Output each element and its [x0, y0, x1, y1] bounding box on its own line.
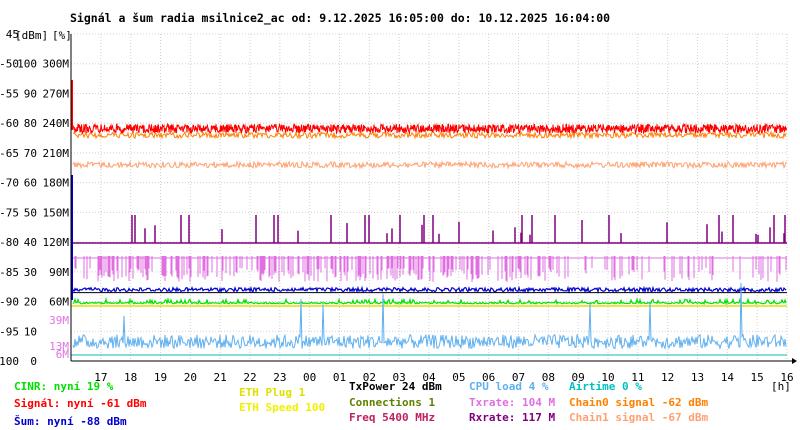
y-tick-dbm: -75: [0, 206, 19, 219]
y-tick-percent: 50: [24, 206, 37, 219]
x-tick-label: 14: [721, 371, 735, 384]
y-tick-dbm: -95: [0, 325, 19, 338]
y-tick-rate: 270M: [43, 87, 70, 100]
legend-connections: Connections 1: [349, 396, 436, 409]
y-tick-percent: 10: [24, 325, 37, 338]
legend-cpu-load: CPU load 4 %: [469, 380, 549, 393]
legend-eth-speed: ETH Speed 100: [239, 401, 326, 414]
legend-freq: Freq 5400 MHz: [349, 411, 436, 424]
x-tick-label: 18: [124, 371, 137, 384]
y-tick-rate: 120M: [43, 236, 70, 249]
x-tick-label: 21: [214, 371, 227, 384]
y-tick-percent: 80: [24, 117, 37, 130]
y-tick-dbm: -100: [0, 355, 19, 368]
x-tick-label: 02: [363, 371, 376, 384]
y-tick-dbm: -85: [0, 266, 19, 279]
x-tick-label: 08: [542, 371, 555, 384]
series-signal: [72, 122, 787, 135]
y-tick-rate: 180M: [43, 177, 70, 190]
series-chain1: [72, 159, 787, 170]
legend-chain0: Chain0 signal -62 dBm: [569, 396, 709, 409]
legend-chain1: Chain1 signal -67 dBm: [569, 411, 709, 424]
y-axis-label-percent: [%]: [52, 29, 72, 42]
x-tick-label: 23: [273, 371, 286, 384]
x-tick-label: 09: [572, 371, 585, 384]
y-tick-rate: 60M: [49, 296, 69, 309]
y-tick-dbm: -80: [0, 236, 19, 249]
x-tick-label: 10: [601, 371, 614, 384]
y-tick-dbm: -65: [0, 147, 19, 160]
legend-cinr: CINR: nyní 19 %: [14, 380, 114, 393]
y-tick-rate: 240M: [43, 117, 70, 130]
legend-rxrate: Rxrate: 117 M: [469, 411, 556, 424]
y-tick-dbm: 45: [6, 28, 19, 41]
chart-title: Signál a šum radia msilnice2_ac od: 9.12…: [70, 11, 611, 25]
x-axis-unit: [h]: [771, 380, 791, 393]
x-tick-label: 12: [661, 371, 674, 384]
x-tick-label: 11: [631, 371, 644, 384]
y-tick-rate: 39M: [49, 314, 69, 327]
y-tick-rate: 150M: [43, 206, 70, 219]
y-tick-rate: 210M: [43, 147, 70, 160]
y-tick-dbm: -55: [0, 87, 19, 100]
y-tick-dbm: -90: [0, 296, 19, 309]
x-tick-label: 07: [512, 371, 525, 384]
series-noise: [72, 285, 787, 294]
legend-airtime: Airtime 0 %: [569, 380, 642, 393]
x-tick-label: 01: [333, 371, 346, 384]
x-tick-label: 05: [452, 371, 465, 384]
series-chain0: [72, 130, 787, 140]
series-cinr: [72, 296, 787, 306]
y-tick-rate: 90M: [49, 266, 69, 279]
x-tick-label: 00: [303, 371, 316, 384]
legend-txrate: Txrate: 104 M: [469, 396, 556, 409]
y-tick-rate: 6M: [56, 348, 70, 361]
x-tick-label: 19: [154, 371, 167, 384]
y-tick-percent: 100: [17, 58, 37, 71]
y-tick-dbm: -70: [0, 177, 19, 190]
y-tick-rate: 300M: [43, 58, 70, 71]
x-tick-label: 20: [184, 371, 197, 384]
y-tick-percent: 90: [24, 87, 37, 100]
legend-txpower: TxPower 24 dBm: [349, 380, 442, 393]
legend-noise: Šum: nyní -88 dBm: [14, 415, 127, 428]
y-tick-percent: 30: [24, 266, 37, 279]
y-tick-percent: 0: [30, 355, 37, 368]
legend-signal: Signál: nyní -61 dBm: [14, 397, 147, 410]
legend-eth-plug: ETH Plug 1: [239, 386, 306, 399]
x-tick-label: 04: [422, 371, 436, 384]
y-tick-dbm: -50: [0, 58, 19, 71]
x-tick-label: 13: [691, 371, 704, 384]
y-tick-percent: 40: [24, 236, 37, 249]
x-axis-arrow: [792, 358, 797, 364]
x-tick-label: 16: [780, 371, 793, 384]
x-tick-label: 15: [751, 371, 764, 384]
y-tick-percent: 70: [24, 147, 37, 160]
x-tick-label: 06: [482, 371, 495, 384]
x-tick-label: 03: [393, 371, 406, 384]
y-tick-rate: 13M: [49, 340, 69, 353]
y-tick-percent: 20: [24, 296, 37, 309]
series-cpu: [72, 282, 787, 351]
y-axis-label-dbm: [dBm]: [15, 29, 48, 42]
x-tick-label: 22: [243, 371, 256, 384]
y-tick-percent: 60: [24, 177, 37, 190]
y-tick-dbm: -60: [0, 117, 19, 130]
x-tick-label: 17: [94, 371, 107, 384]
